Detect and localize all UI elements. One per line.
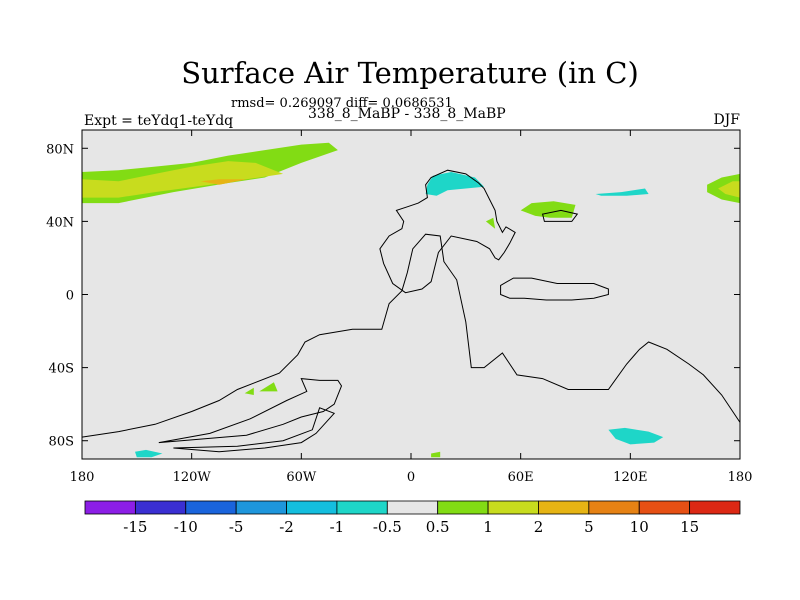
colorbar-swatch <box>689 500 741 515</box>
africa-eurasia-outline <box>379 169 516 294</box>
south-america-outline <box>158 378 343 444</box>
colorbar-label: 5 <box>584 518 594 536</box>
x-tick-label: 180 <box>70 470 95 485</box>
antarctic-peninsula-outline <box>173 407 336 453</box>
season-label: DJF <box>713 112 740 128</box>
dateline-east-warm-2 <box>718 181 740 198</box>
europe-cool <box>425 172 485 196</box>
colorbar-label: 0.5 <box>426 518 450 536</box>
central-asia-warm <box>520 201 576 218</box>
colorbar-label: -10 <box>174 518 198 536</box>
north-pacific-warm-3 <box>200 179 247 185</box>
south-atlantic-warm-small <box>431 451 441 458</box>
axis-ticks: 180 120W 60W 0 60E 120E 180 80N 40N 0 40S 80S <box>46 130 752 485</box>
colorbar-label: -1 <box>330 518 345 536</box>
chart-title: Surface Air Temperature (in C) <box>181 56 639 90</box>
south-pacific-cool <box>135 449 163 458</box>
x-tick-label: 120W <box>173 470 212 485</box>
colorbar-swatch <box>185 500 237 515</box>
anomaly-fills <box>82 142 740 458</box>
colorbar: -15 -10 -5 -2 -1 -0.5 0.5 1 2 5 10 15 <box>84 500 741 536</box>
colorbar-swatch <box>638 500 691 515</box>
colorbar-swatch <box>437 500 489 515</box>
colorbar-swatch <box>538 500 590 515</box>
y-tick-label: 40S <box>49 362 74 377</box>
y-tick-label: 40N <box>46 215 74 230</box>
colorbar-swatch <box>336 500 388 515</box>
x-tick-label: 60W <box>286 470 317 485</box>
east-asia-cool <box>595 188 649 196</box>
north-pacific-warm-2 <box>82 161 284 198</box>
east-asia-warm <box>485 217 496 229</box>
colorbar-swatch <box>386 500 439 515</box>
colorbar-swatch <box>286 500 338 515</box>
colorbar-swatch <box>487 500 539 515</box>
x-tick-label: 60E <box>508 470 534 485</box>
colorbar-swatch <box>84 500 136 515</box>
south-pacific-warm-small <box>244 387 254 395</box>
east-asia-outline <box>541 209 579 222</box>
colorbar-label: 10 <box>630 518 649 536</box>
colorbar-label: 15 <box>680 518 699 536</box>
south-atlantic-warm <box>259 382 278 392</box>
y-tick-label: 80S <box>49 435 74 450</box>
india-outline <box>500 277 609 301</box>
colorbar-swatch <box>134 500 187 515</box>
colorbar-label: -5 <box>229 518 244 536</box>
colorbar-swatch <box>235 500 287 515</box>
colorbar-label: 2 <box>534 518 544 536</box>
colorbar-swatch <box>588 500 640 515</box>
experiment-label: Expt = teYdq1-teYdq <box>84 113 234 129</box>
x-tick-label: 0 <box>407 470 415 485</box>
periods-label: 338_8_MaBP - 338_8_MaBP <box>308 106 506 122</box>
antarctic-ocean-cool <box>608 427 664 445</box>
southern-landmass-outline <box>81 233 741 460</box>
y-tick-label: 80N <box>46 142 74 157</box>
x-tick-label: 120E <box>613 470 647 485</box>
y-tick-label: 0 <box>66 289 74 304</box>
x-tick-label: 180 <box>728 470 753 485</box>
colorbar-label: -2 <box>279 518 294 536</box>
colorbar-label: -0.5 <box>373 518 402 536</box>
colorbar-label: -15 <box>123 518 147 536</box>
colorbar-label: 1 <box>483 518 493 536</box>
continent-outlines <box>81 169 741 460</box>
stats-label: rmsd= 0.269097 diff= 0.0686531 <box>231 96 453 111</box>
